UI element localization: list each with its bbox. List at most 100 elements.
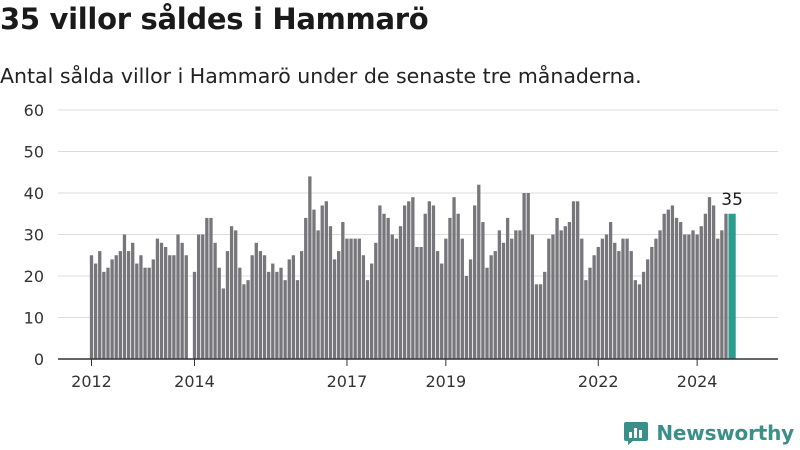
bar: [604, 234, 609, 359]
bar: [468, 259, 473, 359]
bar: [353, 238, 357, 359]
bar: [646, 259, 650, 359]
bar: [489, 255, 493, 359]
bar: [234, 230, 238, 359]
bar: [122, 234, 127, 359]
bar: [349, 238, 353, 359]
bar: [621, 238, 625, 359]
bar: [398, 226, 403, 359]
bar: [477, 184, 481, 359]
bar: [538, 284, 543, 359]
bar: [662, 213, 666, 359]
bar: [155, 238, 160, 359]
bar: [711, 205, 716, 359]
bar: [192, 271, 197, 359]
newsworthy-logo: Newsworthy: [623, 420, 794, 446]
bar: [641, 271, 646, 359]
bar: [89, 255, 94, 359]
bar: [411, 197, 415, 359]
bar: [613, 242, 617, 359]
bar: [543, 271, 547, 359]
bar: [283, 280, 287, 359]
bar: [164, 246, 168, 359]
bar: [365, 280, 370, 359]
bar: [114, 255, 118, 359]
bar: [629, 251, 633, 359]
bar: [637, 284, 642, 359]
bar: [522, 193, 526, 359]
bar: [514, 230, 518, 359]
bar: [571, 201, 576, 359]
bar: [608, 222, 613, 359]
y-tick-label: 40: [24, 184, 44, 203]
bar: [415, 246, 419, 359]
bar: [588, 267, 592, 359]
bar: [324, 201, 328, 359]
bar: [670, 205, 675, 359]
bar: [180, 242, 184, 359]
bar: [316, 230, 320, 359]
bar: [658, 230, 662, 359]
bar: [501, 242, 506, 359]
bar: [567, 222, 572, 359]
bar: [201, 234, 205, 359]
bar: [555, 217, 559, 359]
bar: [225, 251, 230, 359]
bar: [229, 226, 234, 359]
bar: [110, 259, 114, 359]
bar: [617, 251, 621, 359]
bar: [341, 222, 345, 359]
bar: [382, 213, 386, 359]
bar: [386, 217, 390, 359]
bar: [250, 255, 254, 359]
bar: [473, 205, 477, 359]
bar: [279, 267, 283, 359]
x-tick-label: 2017: [327, 372, 368, 391]
bar: [431, 205, 436, 359]
bar: [361, 255, 366, 359]
bar: [435, 251, 440, 359]
bar: [563, 226, 567, 359]
bar: [679, 222, 683, 359]
bar: [308, 176, 312, 359]
bar: [510, 238, 514, 359]
bar: [683, 234, 687, 359]
bar: [650, 246, 654, 359]
bar: [374, 242, 378, 359]
bar: [534, 284, 539, 359]
newsworthy-logo-icon: [624, 422, 649, 445]
bar: [505, 217, 510, 359]
bar: [674, 217, 679, 359]
bar: [654, 238, 658, 359]
x-tick-label: 2024: [677, 372, 718, 391]
highlight-value-label: 35: [721, 190, 743, 210]
bar: [328, 226, 333, 359]
bar: [485, 267, 489, 359]
bar: [497, 230, 502, 359]
bar: [147, 267, 151, 359]
bar: [551, 234, 555, 359]
bar: [196, 234, 201, 359]
bar: [724, 213, 728, 359]
y-tick-label: 10: [24, 309, 44, 328]
bar: [691, 230, 695, 359]
bar: [699, 226, 703, 359]
bar: [267, 271, 271, 359]
bar: [291, 255, 296, 359]
bar: [287, 259, 291, 359]
x-tick-label: 2019: [425, 372, 466, 391]
bar: [98, 251, 102, 359]
x-tick-label: 2022: [578, 372, 619, 391]
bar: [205, 217, 209, 359]
bar: [580, 238, 584, 359]
bar: [390, 234, 394, 359]
bar: [337, 251, 341, 359]
bar: [159, 242, 164, 359]
x-tick-label: 2014: [174, 372, 215, 391]
bar: [238, 267, 242, 359]
bar: [493, 251, 497, 359]
bar: [526, 193, 530, 359]
bar: [295, 280, 300, 359]
bar: [131, 242, 135, 359]
bar: [242, 284, 246, 359]
